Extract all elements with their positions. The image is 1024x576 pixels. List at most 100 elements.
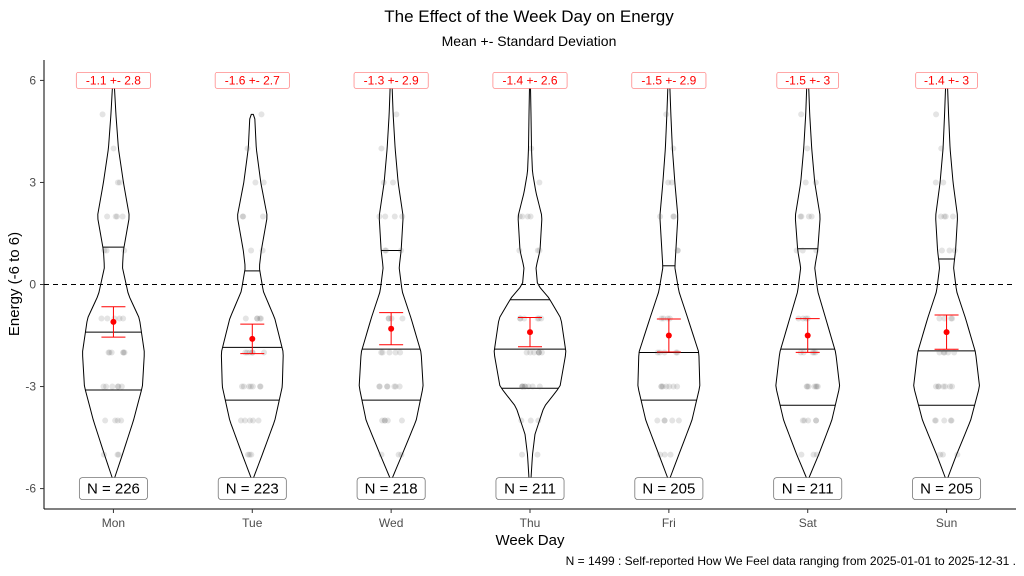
data-point <box>116 315 123 322</box>
y-tick-label: 3 <box>29 175 36 189</box>
mean-sd-label: -1.5 +- 3 <box>785 73 830 87</box>
data-point <box>942 213 949 220</box>
mean-sd-label: -1.1 +- 2.8 <box>86 73 141 87</box>
data-point <box>115 383 122 390</box>
data-point <box>399 213 406 220</box>
data-point <box>657 213 664 220</box>
violin-wed <box>358 86 424 479</box>
mean-point <box>665 332 672 339</box>
data-point <box>396 383 403 390</box>
data-point <box>811 383 818 390</box>
data-point <box>120 349 127 356</box>
data-point <box>120 349 127 356</box>
data-point <box>121 247 128 254</box>
data-point <box>805 213 812 220</box>
data-point <box>248 451 255 458</box>
data-point <box>242 315 249 322</box>
data-point <box>255 417 262 424</box>
data-point <box>379 349 386 356</box>
data-point <box>804 145 811 152</box>
data-point <box>381 417 388 424</box>
data-point <box>940 179 947 186</box>
data-point <box>935 383 942 390</box>
mean-sd-label: -1.3 +- 2.9 <box>364 73 419 87</box>
mean-sd-label-box <box>915 72 978 89</box>
data-point <box>536 247 543 254</box>
y-tick-label: 0 <box>29 278 36 292</box>
data-point <box>100 451 107 458</box>
data-point <box>256 315 263 322</box>
data-point <box>120 315 127 322</box>
data-point <box>119 213 126 220</box>
count-label: N = 205 <box>642 481 695 498</box>
data-point <box>106 349 113 356</box>
data-point <box>798 111 805 118</box>
data-point <box>931 417 938 424</box>
data-point <box>535 349 542 356</box>
data-point <box>260 179 267 186</box>
data-point <box>813 417 820 424</box>
data-point <box>813 451 820 458</box>
data-point <box>246 417 253 424</box>
data-point <box>946 247 953 254</box>
data-point <box>658 383 665 390</box>
data-point <box>521 383 528 390</box>
data-point <box>104 315 111 322</box>
data-point <box>238 383 245 390</box>
data-point <box>519 383 526 390</box>
y-axis-title: Energy (-6 to 6) <box>6 232 23 336</box>
data-point <box>670 383 677 390</box>
data-point <box>802 179 809 186</box>
data-point <box>527 417 534 424</box>
data-point <box>249 383 256 390</box>
data-point <box>525 383 532 390</box>
data-point <box>391 383 398 390</box>
count-label: N = 223 <box>226 481 279 498</box>
data-point <box>528 145 535 152</box>
data-point <box>245 383 252 390</box>
count-label-box <box>217 477 287 500</box>
data-point <box>242 417 248 424</box>
mean-sd-label-box <box>214 72 290 89</box>
y-tick-label: -6 <box>25 482 36 496</box>
count-label-box <box>634 477 704 500</box>
chart-title: The Effect of the Week Day on Energy <box>384 7 674 26</box>
data-point <box>257 383 264 390</box>
data-point <box>237 417 244 424</box>
data-point <box>376 383 383 390</box>
x-tick-label: Sun <box>936 516 957 530</box>
count-label: N = 226 <box>87 481 140 498</box>
data-point <box>115 451 122 458</box>
data-point <box>798 213 805 220</box>
data-point <box>799 247 806 254</box>
data-point <box>941 213 948 220</box>
data-point <box>669 417 676 424</box>
data-point <box>378 145 385 152</box>
data-point <box>112 417 119 424</box>
data-point <box>114 451 121 458</box>
data-point <box>535 349 542 356</box>
data-point <box>670 213 677 220</box>
data-point <box>942 383 949 390</box>
x-tick-label: Wed <box>379 516 403 530</box>
data-point <box>801 417 808 424</box>
data-point <box>527 213 534 220</box>
data-point <box>531 349 537 356</box>
y-tick-label: 6 <box>29 73 36 87</box>
data-point <box>102 417 109 424</box>
data-point <box>536 383 543 390</box>
x-tick-label: Tue <box>242 516 263 530</box>
data-point <box>385 315 392 322</box>
data-point <box>522 383 529 390</box>
mean-point <box>249 335 256 342</box>
data-point <box>534 315 541 322</box>
data-point <box>248 247 255 254</box>
data-point <box>804 383 811 390</box>
data-point <box>661 417 668 424</box>
data-point <box>118 417 125 424</box>
x-tick-label: Mon <box>102 516 125 530</box>
data-point <box>392 383 399 390</box>
data-point <box>668 179 675 186</box>
data-point <box>386 349 393 356</box>
